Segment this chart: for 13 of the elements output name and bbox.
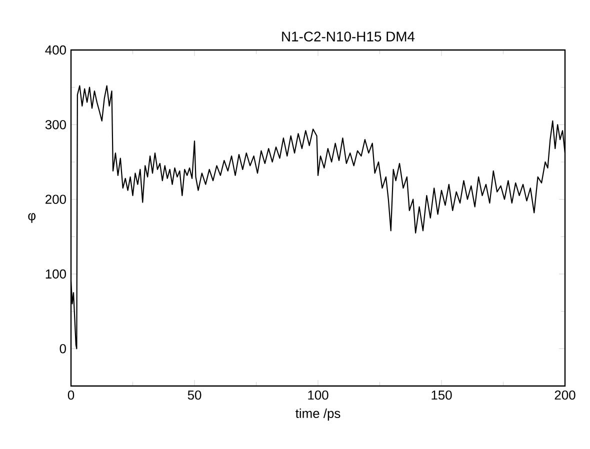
- y-tick-label: 300: [45, 120, 66, 130]
- x-tick-label: 100: [308, 390, 328, 400]
- y-tick-label: 400: [45, 45, 66, 55]
- x-tick-label: 50: [188, 390, 202, 400]
- x-tick-label: 0: [68, 390, 74, 400]
- y-tick-label: 200: [46, 194, 66, 204]
- x-tick-label: 200: [554, 390, 576, 400]
- chart-title: N1-C2-N10-H15 DM4: [282, 32, 415, 42]
- y-tick-label: 100: [46, 269, 66, 279]
- y-axis-title: φ: [28, 213, 36, 223]
- x-tick-label: 150: [432, 390, 452, 400]
- y-tick-label: 0: [60, 344, 66, 354]
- x-axis-title: time /ps: [296, 408, 340, 421]
